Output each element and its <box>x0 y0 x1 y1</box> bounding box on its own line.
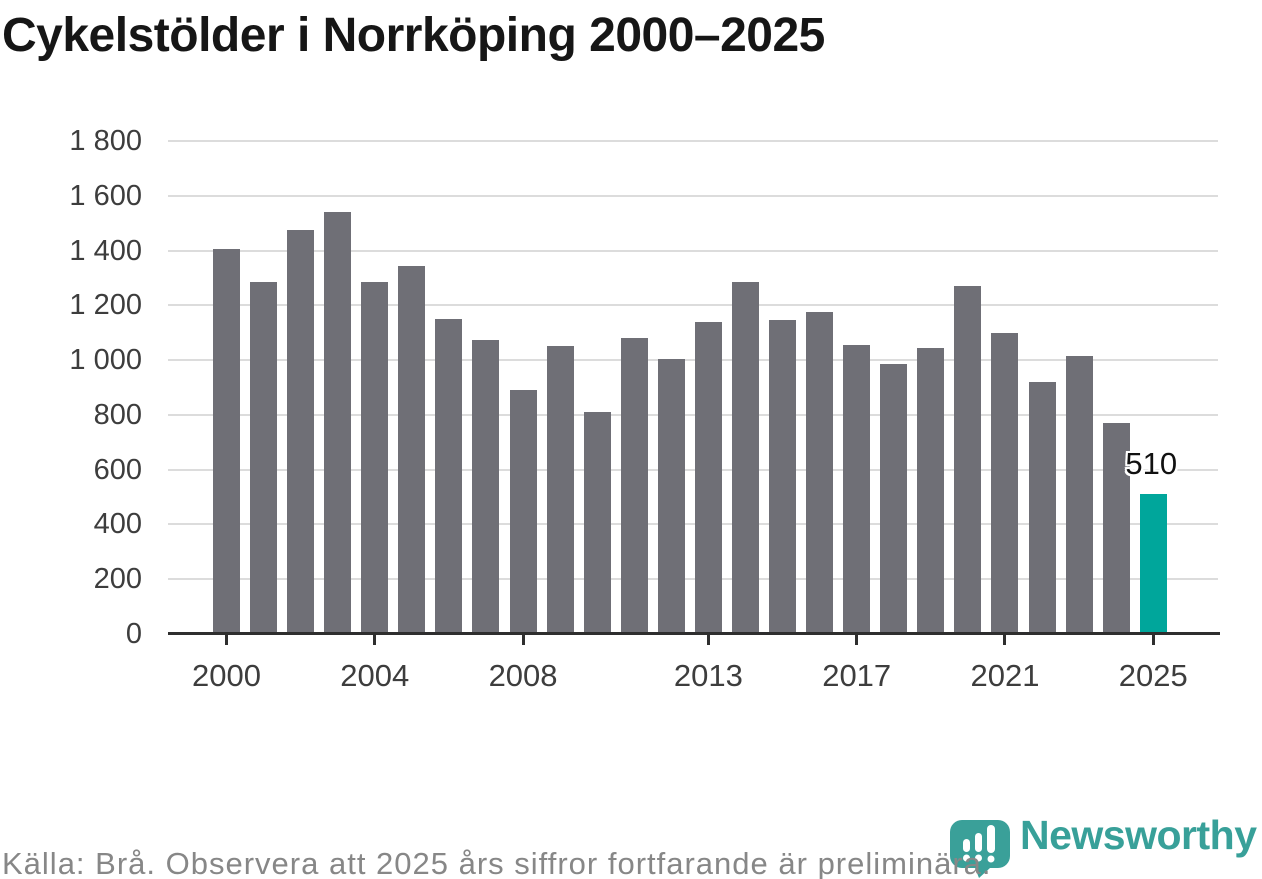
x-tick-label-2017: 2017 <box>822 658 892 693</box>
x-tick-2025 <box>1151 635 1155 645</box>
plot-area: 510 <box>168 140 1218 634</box>
x-tick-label-2025: 2025 <box>1118 658 1188 693</box>
bar-2014 <box>731 282 759 634</box>
bar-2021 <box>991 332 1019 634</box>
bar-2000 <box>213 249 240 634</box>
newsworthy-logo: Newsworthy <box>946 812 1257 878</box>
bar-2018 <box>880 364 908 634</box>
bar-2025 <box>1139 494 1167 634</box>
gridline-400 <box>168 523 1218 526</box>
y-tick-label-1200: 1 200 <box>69 289 142 322</box>
y-tick-label-1000: 1 000 <box>69 344 142 377</box>
x-tick-2008 <box>521 635 525 645</box>
source-note: Källa: Brå. Observera att 2025 års siffr… <box>2 846 992 879</box>
bar-2022 <box>1028 382 1056 634</box>
bar-2003 <box>324 212 352 634</box>
gridline-1800 <box>168 140 1218 142</box>
bar-2010 <box>583 412 611 634</box>
gridline-1600 <box>168 194 1218 197</box>
bar-2016 <box>806 312 834 634</box>
x-tick-2017 <box>855 635 859 645</box>
bar-chart-bubble-icon <box>950 820 1010 878</box>
bar-2015 <box>769 320 797 634</box>
bar-2012 <box>657 358 685 634</box>
bar-2008 <box>509 390 537 634</box>
y-tick-label-600: 600 <box>93 453 142 486</box>
bar-2023 <box>1065 356 1093 634</box>
bar-2011 <box>620 338 648 634</box>
x-tick-label-2013: 2013 <box>673 658 743 693</box>
x-tick-label-2004: 2004 <box>340 658 410 693</box>
bar-2017 <box>843 345 871 634</box>
gridline-1400 <box>168 249 1218 252</box>
chart-title: Cykelstölder i Norrköping 2000–2025 <box>2 9 825 62</box>
x-tick-2013 <box>706 635 710 645</box>
y-tick-label-1400: 1 400 <box>69 234 142 267</box>
x-tick-2021 <box>1003 635 1007 645</box>
gridline-1200 <box>168 304 1218 307</box>
gridline-200 <box>168 578 1218 581</box>
bar-2005 <box>398 265 426 634</box>
y-tick-label-800: 800 <box>93 398 142 431</box>
y-tick-label-0: 0 <box>125 618 142 650</box>
bar-2020 <box>954 286 982 634</box>
x-tick-2004 <box>373 635 377 645</box>
x-tick-label-2021: 2021 <box>970 658 1040 693</box>
y-tick-label-200: 200 <box>93 563 142 596</box>
y-tick-label-1600: 1 600 <box>69 179 142 212</box>
highlight-value-label: 510 <box>1125 446 1178 482</box>
x-axis-line <box>168 632 1220 635</box>
logo-wordmark: Newsworthy <box>1020 812 1257 858</box>
bar-2024 <box>1102 423 1130 634</box>
gridline-600 <box>168 468 1218 471</box>
x-tick-2000 <box>225 635 228 645</box>
bar-2002 <box>287 230 315 634</box>
bar-2013 <box>694 321 722 634</box>
y-tick-label-400: 400 <box>93 508 142 541</box>
bar-2004 <box>361 282 389 634</box>
bar-2019 <box>917 347 945 634</box>
x-tick-label-2008: 2008 <box>488 658 558 693</box>
gridline-1000 <box>168 359 1218 362</box>
bar-2007 <box>472 339 500 634</box>
bar-2001 <box>250 282 278 634</box>
x-tick-label-2000: 2000 <box>192 658 261 693</box>
gridline-800 <box>168 413 1218 416</box>
bar-2009 <box>546 346 574 634</box>
bar-2006 <box>435 319 463 634</box>
y-tick-label-1800: 1 800 <box>69 125 142 157</box>
